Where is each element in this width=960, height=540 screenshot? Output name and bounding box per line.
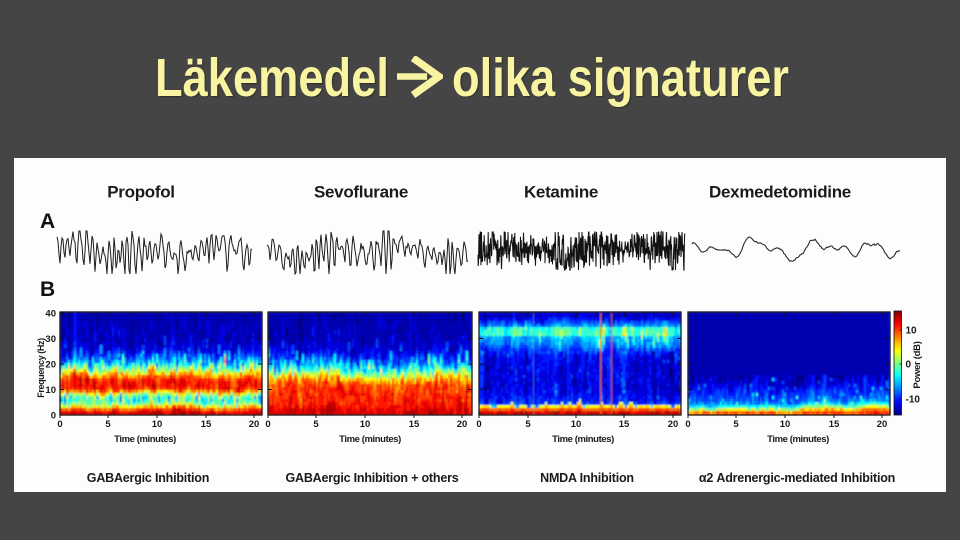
svg-text:20: 20 bbox=[457, 419, 468, 430]
svg-text:Propofol: Propofol bbox=[107, 183, 174, 202]
svg-text:Time (minutes): Time (minutes) bbox=[339, 434, 401, 445]
svg-text:10: 10 bbox=[780, 419, 791, 430]
svg-text:5: 5 bbox=[733, 419, 739, 430]
svg-text:5: 5 bbox=[105, 419, 111, 430]
svg-text:15: 15 bbox=[409, 419, 420, 430]
svg-text:0: 0 bbox=[685, 419, 690, 430]
svg-text:10: 10 bbox=[906, 326, 918, 337]
svg-text:5: 5 bbox=[313, 419, 319, 430]
svg-text:20: 20 bbox=[249, 419, 260, 430]
svg-text:Frequency (Hz): Frequency (Hz) bbox=[36, 338, 46, 398]
svg-text:20: 20 bbox=[668, 419, 679, 430]
svg-text:30: 30 bbox=[45, 334, 56, 345]
svg-text:10: 10 bbox=[571, 419, 582, 430]
svg-text:-10: -10 bbox=[906, 395, 921, 406]
svg-text:B: B bbox=[40, 278, 55, 301]
svg-text:10: 10 bbox=[152, 419, 163, 430]
svg-text:GABAergic Inhibition: GABAergic Inhibition bbox=[87, 471, 209, 485]
svg-text:5: 5 bbox=[525, 419, 531, 430]
svg-text:0: 0 bbox=[265, 419, 270, 430]
svg-text:A: A bbox=[40, 210, 55, 233]
svg-text:Time (minutes): Time (minutes) bbox=[767, 434, 829, 445]
svg-text:10: 10 bbox=[45, 385, 56, 396]
svg-text:Sevoflurane: Sevoflurane bbox=[314, 183, 408, 202]
svg-text:0: 0 bbox=[51, 411, 56, 422]
svg-text:Ketamine: Ketamine bbox=[524, 183, 598, 202]
svg-text:15: 15 bbox=[829, 419, 840, 430]
svg-text:GABAergic Inhibition + others: GABAergic Inhibition + others bbox=[285, 471, 458, 485]
svg-text:40: 40 bbox=[45, 309, 56, 320]
svg-text:15: 15 bbox=[619, 419, 630, 430]
svg-text:0: 0 bbox=[476, 419, 481, 430]
svg-text:Time (minutes): Time (minutes) bbox=[552, 434, 614, 445]
svg-text:15: 15 bbox=[201, 419, 212, 430]
svg-text:Time (minutes): Time (minutes) bbox=[114, 434, 176, 445]
svg-text:20: 20 bbox=[877, 419, 888, 430]
svg-text:0: 0 bbox=[57, 419, 62, 430]
svg-text:NMDA Inhibition: NMDA Inhibition bbox=[540, 471, 634, 485]
svg-text:Dexmedetomidine: Dexmedetomidine bbox=[709, 183, 851, 202]
svg-text:10: 10 bbox=[360, 419, 371, 430]
svg-text:0: 0 bbox=[906, 360, 912, 371]
svg-text:Power (dB): Power (dB) bbox=[912, 341, 923, 388]
svg-text:α2 Adrenergic-mediated Inhibit: α2 Adrenergic-mediated Inhibition bbox=[699, 471, 895, 485]
svg-text:20: 20 bbox=[45, 360, 56, 371]
